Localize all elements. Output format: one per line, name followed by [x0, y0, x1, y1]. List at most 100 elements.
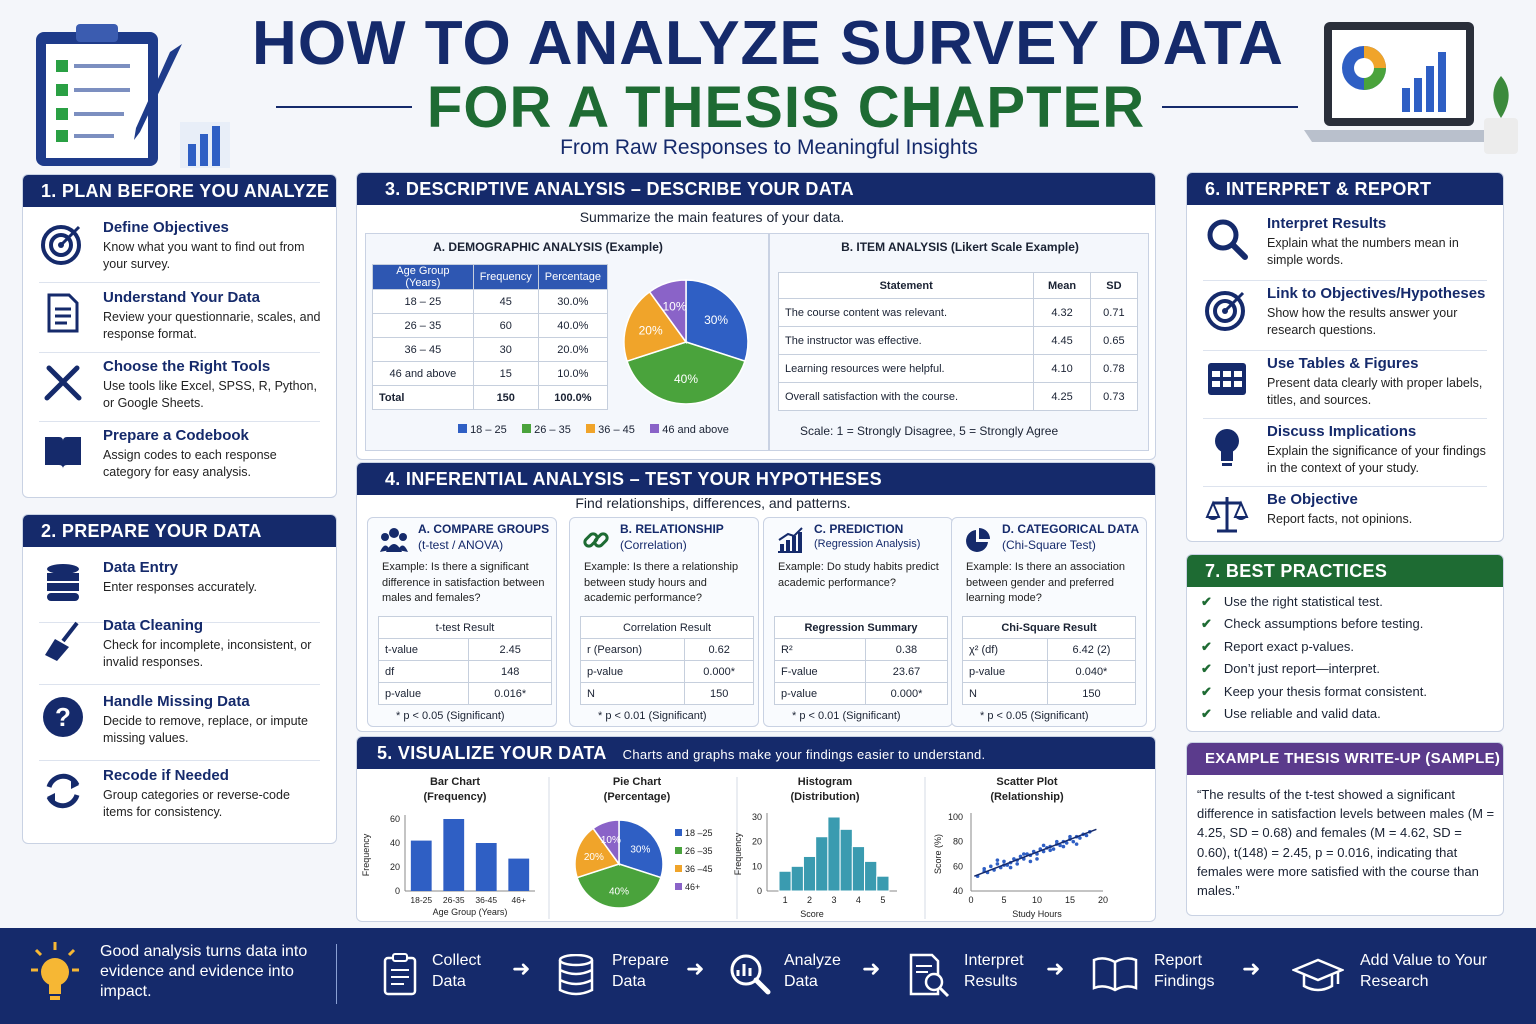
best-practices-list: ✔ Use the right statistical test. ✔ Check … [1187, 587, 1503, 725]
plan-item-desc: Know what you want to find out from your… [103, 240, 305, 271]
scatter-point [995, 862, 1000, 866]
page-title-line2: FOR A THESIS CHAPTER [426, 75, 1146, 140]
magnifier-icon [1207, 219, 1248, 260]
list-item: ✔ Don’t just report—interpret. [1187, 658, 1503, 680]
hist-bar [778, 870, 792, 892]
pie-chart-icon [966, 528, 990, 552]
section-example-writeup: EXAMPLE THESIS WRITE-UP (SAMPLE) “The re… [1186, 742, 1504, 916]
plan-item-desc: Assign codes to each response category f… [103, 448, 277, 479]
card-subtitle: (Chi-Square Test) [1002, 538, 1096, 552]
hist-y-tick: 10 [752, 861, 762, 871]
legend-swatch [586, 424, 596, 433]
card-title: B. RELATIONSHIP [620, 522, 724, 536]
check-icon: ✔ [1201, 706, 1212, 722]
cell: p-value [377, 682, 470, 705]
card-question: Example: Do study habits predict academi… [778, 561, 939, 589]
legend-label: 18 – 25 [470, 424, 507, 436]
hist-bar [827, 816, 841, 892]
cell: 4.25 [1033, 382, 1091, 411]
card-title: A. COMPARE GROUPS [418, 522, 550, 536]
lightbulb-icon [1215, 429, 1239, 466]
prepare-item-desc: Check for incomplete, inconsistent, or i… [103, 638, 312, 669]
table-row: p-value 0.000* [774, 682, 949, 705]
cell: The instructor was effective. [777, 326, 1035, 355]
scatter-point [1002, 859, 1006, 864]
bar-y-tick: 0 [395, 886, 400, 896]
card-question: Example: Is there an association between… [966, 561, 1125, 604]
hist-y-tick: 30 [752, 812, 762, 822]
demographic-table: Age Group (Years) Frequency Percentage 18 … [372, 264, 609, 410]
hist-x-tick: 3 [831, 895, 836, 905]
interpret-item-desc: Explain what the numbers mean in simple … [1267, 236, 1459, 267]
list-item: ✔ Check assumptions before testing. [1187, 613, 1503, 635]
bar-y-tick: 40 [390, 838, 400, 848]
example-writeup-text: “The results of the t-test showed a sign… [1197, 787, 1495, 899]
section-example-writeup-title: EXAMPLE THESIS WRITE-UP (SAMPLE) [1187, 743, 1503, 775]
cell: 0.016* [468, 682, 552, 705]
interpret-item-desc: Report facts, not opinions. [1267, 512, 1413, 526]
section-prepare: 2. PREPARE YOUR DATA Data Entry Enter re… [22, 514, 337, 844]
list-item: ✔ Use the right statistical test. [1187, 591, 1503, 613]
cell: Learning resources were helpful. [777, 354, 1035, 383]
prepare-item-title: Data Cleaning [103, 617, 204, 634]
scatter-point [1041, 843, 1046, 848]
cell: t-value [377, 638, 470, 661]
cell: 23.67 [864, 660, 949, 683]
interpret-item-title: Be Objective [1267, 491, 1358, 508]
section-descriptive-title: 3. DESCRIPTIVE ANALYSIS – DESCRIBE YOUR … [357, 173, 1155, 205]
cell: 0.73 [1089, 382, 1139, 411]
list-item-text: Use the right statistical test. [1223, 594, 1383, 609]
col-header: Percentage [537, 264, 609, 290]
legend-label: 36 – 45 [598, 424, 635, 436]
cell: 4.45 [1033, 326, 1091, 355]
prepare-item-title: Data Entry [103, 559, 179, 576]
legend-swatch [522, 424, 532, 433]
col-header: Age Group (Years) [372, 264, 474, 290]
table-row: p-value 0.016* [377, 682, 552, 705]
pie-slice [576, 863, 662, 909]
cell: 0.000* [684, 660, 754, 683]
cell: 0.000* [864, 682, 949, 705]
cell: F-value [774, 660, 866, 683]
pie-legend-swatch [675, 865, 682, 872]
interpret-item-title: Use Tables & Figures [1267, 355, 1419, 372]
interpret-item-title: Link to Objectives/Hypotheses [1267, 285, 1486, 302]
check-icon: ✔ [1201, 616, 1212, 632]
cell: 100.0% [537, 385, 609, 410]
card-subtitle: (Regression Analysis) [814, 538, 921, 550]
col-header: SD [1089, 272, 1139, 299]
demographic-title: A. DEMOGRAPHIC ANALYSIS (Example) [433, 240, 663, 254]
scatter-y-tick: 40 [953, 886, 963, 896]
pie-slice-label: 10% [601, 835, 621, 846]
prepare-item-title: Handle Missing Data [103, 693, 250, 710]
hist-y-tick: 0 [757, 886, 762, 896]
scatter-point [1048, 848, 1052, 853]
scatter-x-tick: 10 [1032, 895, 1042, 905]
scatter-x-tick: 5 [1001, 895, 1006, 905]
card-categorical: D. CATEGORICAL DATA (Chi-Square Test) Ex… [951, 517, 1147, 727]
bar-y-label: Frequency [361, 833, 371, 876]
card-compare-groups: A. COMPARE GROUPS (t-test / ANOVA) Examp… [367, 517, 557, 727]
cell: 0.040* [1046, 660, 1137, 683]
significance-note: * p < 0.05 (Significant) [980, 710, 1089, 722]
cell: 30 [472, 337, 539, 362]
card-title: C. PREDICTION [814, 522, 904, 536]
col-header: Frequency [472, 264, 539, 290]
broom-icon [45, 621, 79, 661]
pie-legend-label: 18 –25 [685, 828, 713, 838]
list-item-text: Report exact p-values. [1223, 638, 1354, 654]
hist-bar [864, 860, 878, 892]
plan-item-define-objectives: Define Objectives Know what you want to … [39, 217, 320, 283]
table-row: N 150 [962, 682, 1137, 705]
hist-bar [876, 875, 890, 892]
item-analysis-panel: B. ITEM ANALYSIS (Likert Scale Example) … [769, 233, 1149, 451]
scatter-point [995, 858, 1000, 862]
section-visualize: 5. VISUALIZE YOUR DATA Charts and graphs … [356, 736, 1156, 922]
prepare-item-cleaning: Data Cleaning Check for incomplete, inco… [39, 615, 320, 685]
cell: 40.0% [537, 313, 609, 338]
pie-legend-label: 46+ [685, 882, 700, 892]
cell: χ² (df) [962, 638, 1048, 661]
significance-note: * p < 0.05 (Significant) [396, 710, 505, 722]
pie-slice-label: 10% [662, 300, 686, 314]
result-header: Chi-Square Result [962, 616, 1136, 639]
